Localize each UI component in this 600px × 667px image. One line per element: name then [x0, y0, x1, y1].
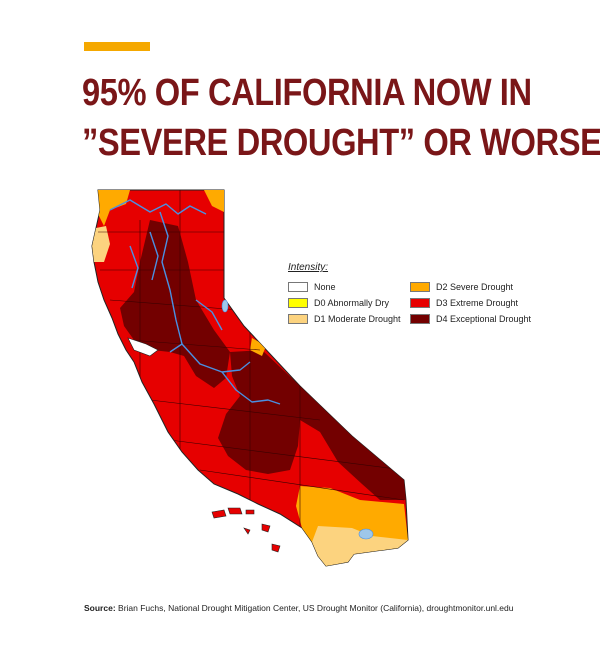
- d1-region-southwest: [312, 526, 408, 566]
- accent-bar: [84, 42, 150, 51]
- d1-region-north-coast: [92, 226, 110, 262]
- source-text: Brian Fuchs, National Drought Mitigation…: [118, 603, 514, 613]
- legend-item-d2: D2 Severe Drought: [410, 282, 513, 292]
- d4-region-south: [218, 350, 406, 500]
- legend-label-d2: D2 Severe Drought: [436, 282, 514, 292]
- legend-title: Intensity:: [288, 262, 329, 273]
- legend-label-d0: D0 Abnormally Dry: [314, 298, 390, 308]
- legend-swatch-d3: [410, 298, 430, 308]
- legend-item-d3: D3 Extreme Drought: [410, 298, 518, 308]
- legend-swatch-none: [288, 282, 308, 292]
- d2-region-east: [250, 338, 266, 356]
- legend-swatch-d0: [288, 298, 308, 308]
- d2-region-northeast: [204, 190, 224, 212]
- channel-islands: [211, 507, 281, 553]
- legend-item-d4: D4 Exceptional Drought: [410, 314, 531, 324]
- legend-label-d4: D4 Exceptional Drought: [436, 314, 532, 324]
- county-lines: [98, 190, 405, 530]
- legend-item-d1: D1 Moderate Drought: [288, 314, 401, 324]
- rivers: [109, 199, 281, 405]
- legend-swatch-d2: [410, 282, 430, 292]
- legend-item-none: None: [288, 282, 336, 292]
- salton-sea: [358, 528, 374, 540]
- lake-tahoe: [221, 299, 229, 313]
- san-francisco-bay: [127, 337, 159, 357]
- legend-label-none: None: [314, 282, 336, 292]
- source-credit: Source: Brian Fuchs, National Drought Mi…: [84, 603, 513, 613]
- legend-item-d0: D0 Abnormally Dry: [288, 298, 389, 308]
- source-label: Source:: [84, 603, 116, 613]
- legend-label-d3: D3 Extreme Drought: [436, 298, 519, 308]
- legend-swatch-d4: [410, 314, 430, 324]
- legend-swatch-d1: [288, 314, 308, 324]
- map-legend: Intensity: None D0 Abnormally Dry D1 Mod…: [288, 262, 548, 332]
- legend-label-d1: D1 Moderate Drought: [314, 314, 401, 324]
- headline-line-1: 95% of California now in: [82, 72, 532, 114]
